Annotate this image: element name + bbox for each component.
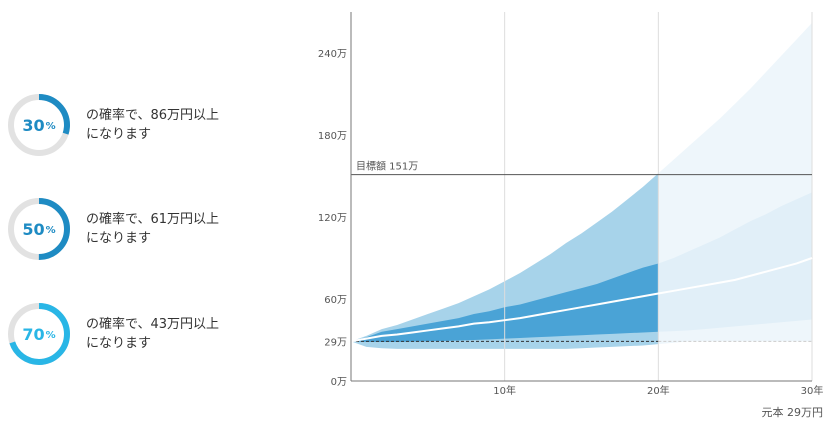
principal-note: 元本 29万円 xyxy=(761,406,824,419)
probability-arc xyxy=(8,94,70,156)
probability-ring: 30% xyxy=(6,92,72,158)
probability-ring: 50% xyxy=(6,196,72,262)
probability-ring: 70% xyxy=(6,301,72,367)
x-tick-label: 10年 xyxy=(493,384,516,397)
median-line xyxy=(350,257,813,343)
probability-item-70: 70% の確率で、43万円以上 になります xyxy=(6,301,256,367)
y-tick-label: 120万 xyxy=(318,213,347,224)
probability-percent: 30% xyxy=(22,115,56,135)
y-tick-label: 0万 xyxy=(331,377,347,388)
probability-item-30: 30% の確率で、86万円以上 になります xyxy=(6,92,256,158)
future-inner-band xyxy=(658,192,812,332)
probability-percent: 70% xyxy=(22,324,56,344)
y-tick-label: 29万 xyxy=(324,337,347,348)
x-tick-label: 30年 xyxy=(801,384,824,397)
y-tick-label: 60万 xyxy=(324,295,347,306)
probability-arc xyxy=(8,303,70,365)
y-tick-label: 180万 xyxy=(318,131,347,142)
probability-description: の確率で、43万円以上 になります xyxy=(86,317,220,351)
probability-arc xyxy=(8,198,70,260)
probability-item-50: 50% の確率で、61万円以上 になります xyxy=(6,196,256,262)
probability-description: の確率で、86万円以上 になります xyxy=(86,108,220,142)
inner-range-band xyxy=(351,263,659,343)
target-label: 目標額 151万 xyxy=(356,160,418,173)
probability-description: の確率で、61万円以上 になります xyxy=(86,212,220,246)
x-tick-label: 20年 xyxy=(647,384,670,397)
probability-percent: 50% xyxy=(22,219,56,239)
y-tick-label: 240万 xyxy=(318,49,347,60)
